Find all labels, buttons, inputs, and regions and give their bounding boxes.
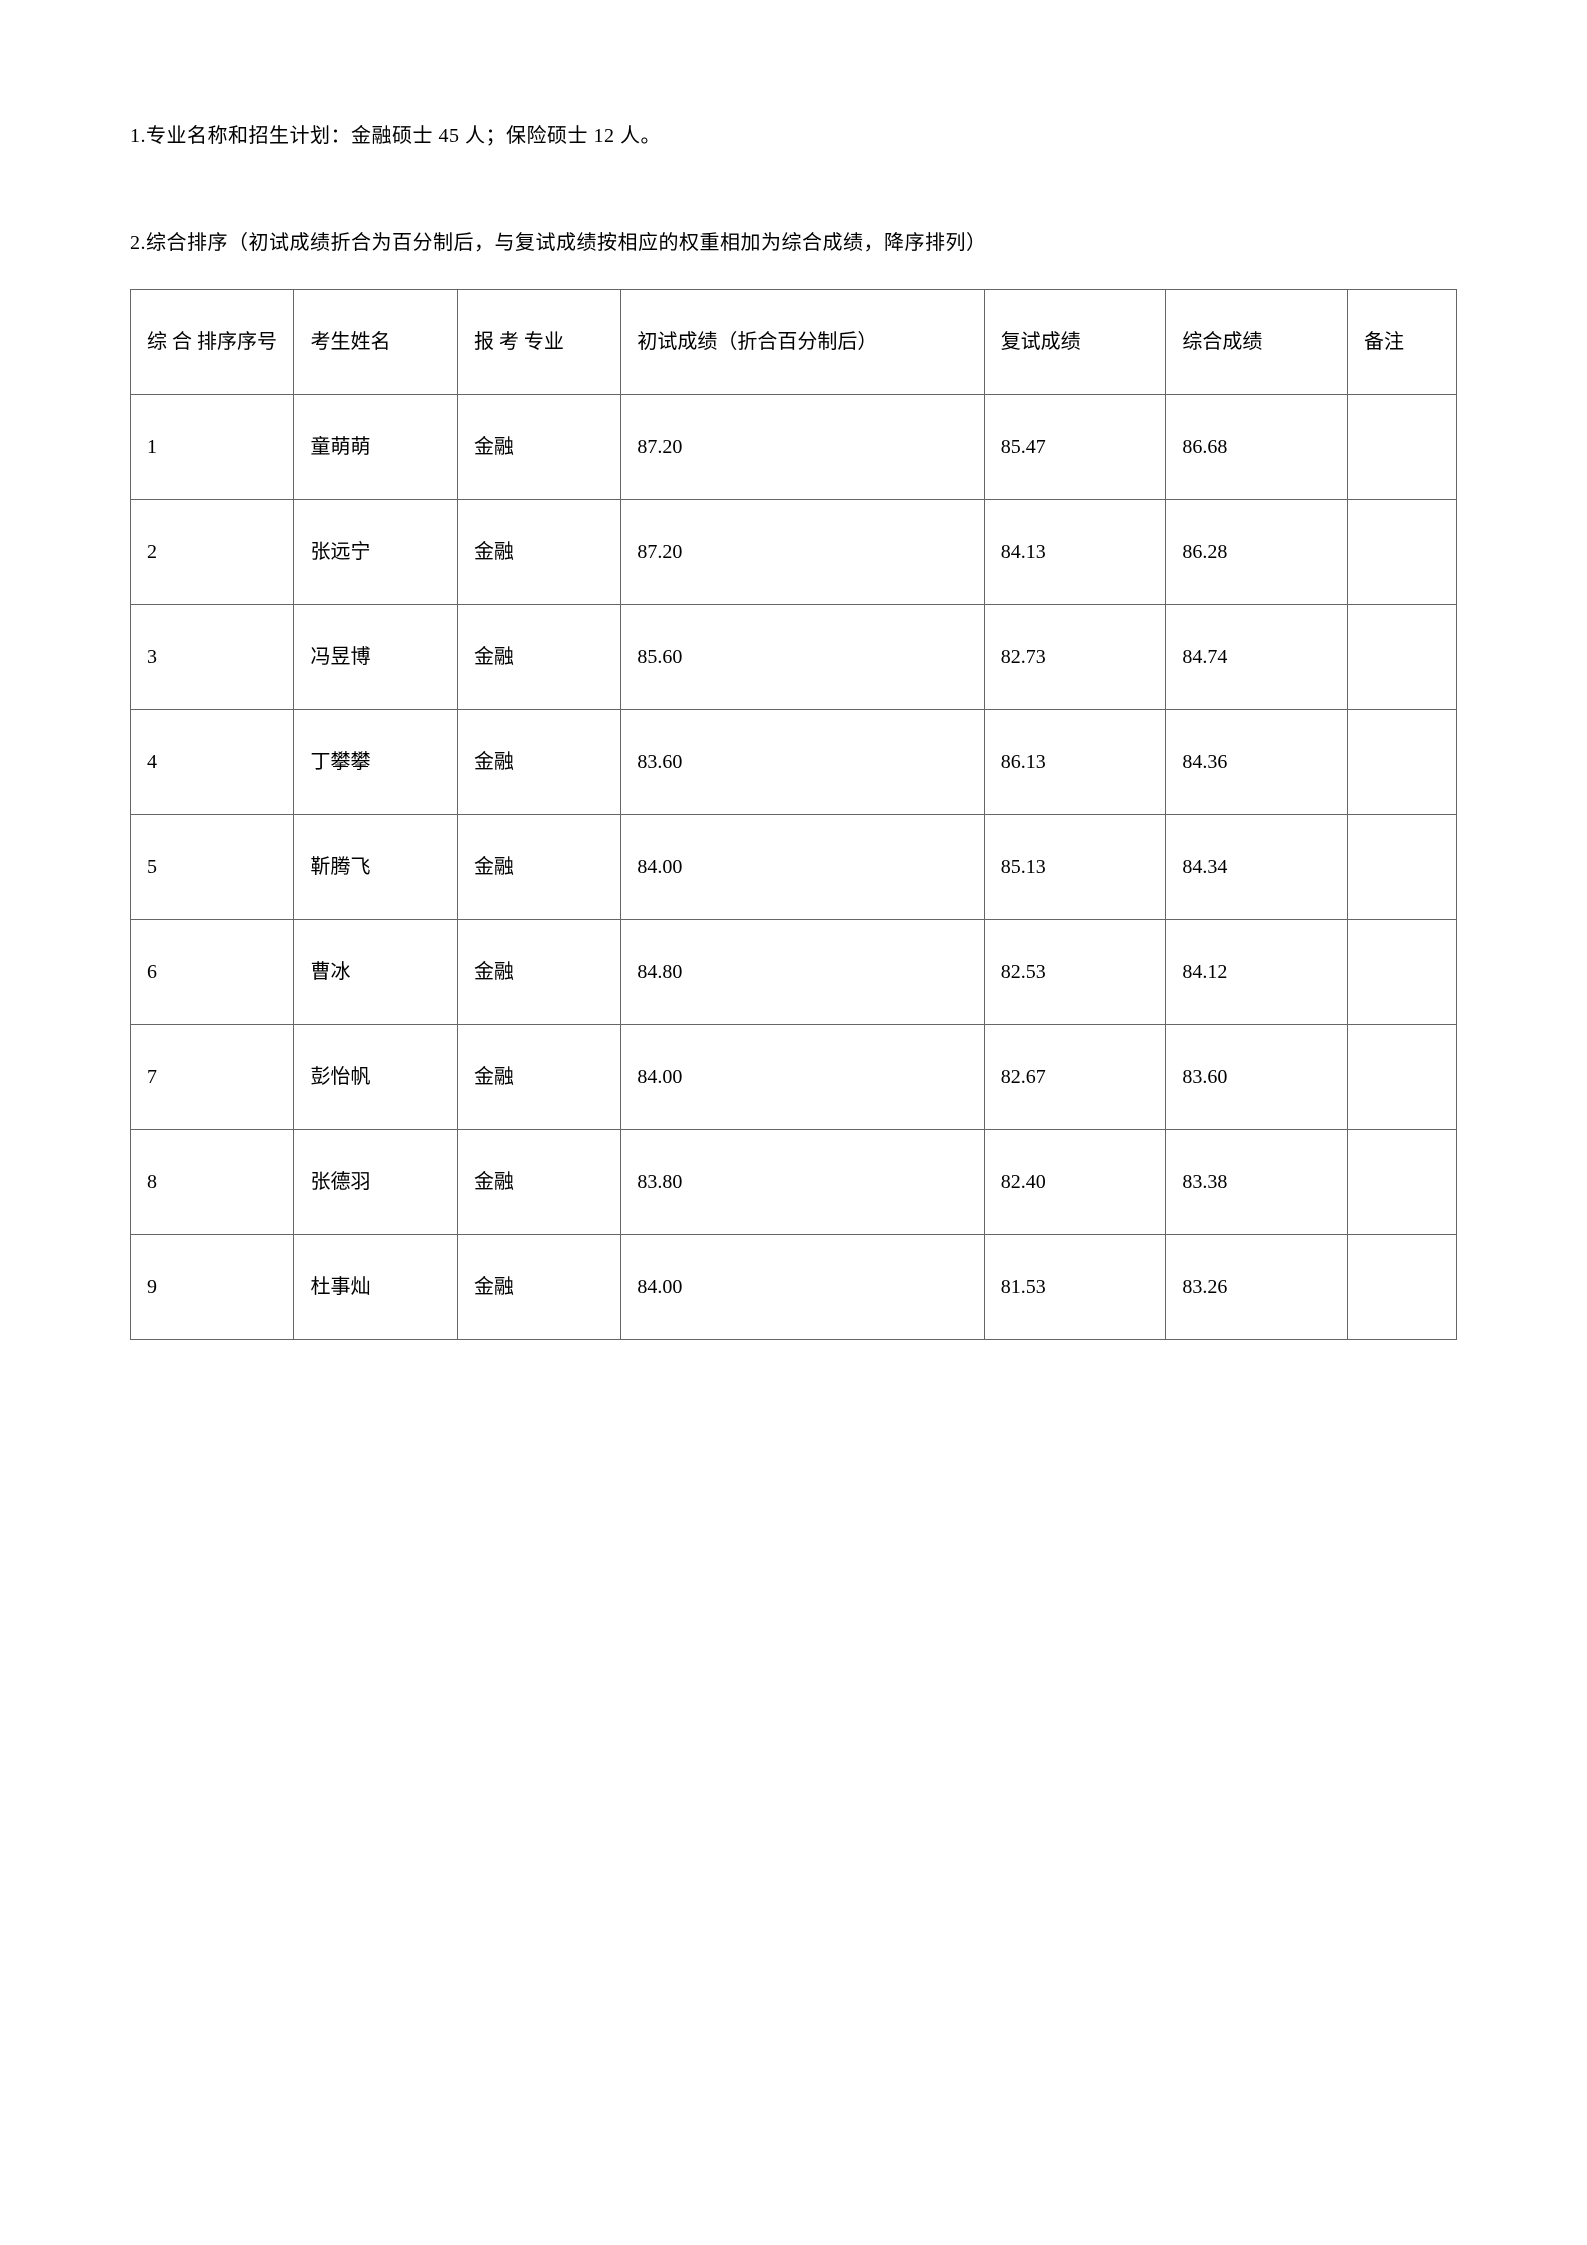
header-major: 报 考 专业: [457, 290, 620, 395]
cell-total-score: 84.36: [1166, 710, 1348, 815]
table-row: 8张德羽金融83.8082.4083.38: [131, 1130, 1457, 1235]
header-rank: 综 合 排序序号: [131, 290, 294, 395]
cell-rank: 8: [131, 1130, 294, 1235]
cell-rank: 6: [131, 920, 294, 1025]
cell-name: 彭怡帆: [294, 1025, 457, 1130]
table-row: 4丁攀攀金融83.6086.1384.36: [131, 710, 1457, 815]
cell-retest-score: 82.67: [984, 1025, 1166, 1130]
cell-initial-score: 87.20: [621, 500, 984, 605]
cell-name: 冯昱博: [294, 605, 457, 710]
cell-name: 杜事灿: [294, 1235, 457, 1340]
cell-name: 丁攀攀: [294, 710, 457, 815]
table-row: 6曹冰金融84.8082.5384.12: [131, 920, 1457, 1025]
cell-major: 金融: [457, 1025, 620, 1130]
cell-rank: 5: [131, 815, 294, 920]
cell-remark: [1347, 1235, 1456, 1340]
header-name: 考生姓名: [294, 290, 457, 395]
cell-initial-score: 83.80: [621, 1130, 984, 1235]
cell-total-score: 83.26: [1166, 1235, 1348, 1340]
cell-major: 金融: [457, 710, 620, 815]
cell-major: 金融: [457, 605, 620, 710]
cell-major: 金融: [457, 395, 620, 500]
cell-retest-score: 82.40: [984, 1130, 1166, 1235]
cell-retest-score: 82.53: [984, 920, 1166, 1025]
cell-total-score: 83.60: [1166, 1025, 1348, 1130]
table-row: 2张远宁金融87.2084.1386.28: [131, 500, 1457, 605]
header-total-score: 综合成绩: [1166, 290, 1348, 395]
cell-name: 张远宁: [294, 500, 457, 605]
cell-remark: [1347, 1130, 1456, 1235]
table-row: 7彭怡帆金融84.0082.6783.60: [131, 1025, 1457, 1130]
cell-retest-score: 86.13: [984, 710, 1166, 815]
cell-name: 张德羽: [294, 1130, 457, 1235]
header-retest-score: 复试成绩: [984, 290, 1166, 395]
paragraph-enrollment-plan: 1.专业名称和招生计划：金融硕士 45 人；保险硕士 12 人。: [130, 120, 1457, 152]
cell-retest-score: 82.73: [984, 605, 1166, 710]
table-row: 3冯昱博金融85.6082.7384.74: [131, 605, 1457, 710]
cell-major: 金融: [457, 500, 620, 605]
cell-initial-score: 84.00: [621, 815, 984, 920]
cell-rank: 7: [131, 1025, 294, 1130]
cell-initial-score: 84.80: [621, 920, 984, 1025]
table-row: 1童萌萌金融87.2085.4786.68: [131, 395, 1457, 500]
cell-retest-score: 85.13: [984, 815, 1166, 920]
cell-total-score: 84.12: [1166, 920, 1348, 1025]
cell-remark: [1347, 920, 1456, 1025]
cell-rank: 4: [131, 710, 294, 815]
cell-retest-score: 81.53: [984, 1235, 1166, 1340]
cell-major: 金融: [457, 1235, 620, 1340]
cell-remark: [1347, 1025, 1456, 1130]
cell-total-score: 86.68: [1166, 395, 1348, 500]
cell-total-score: 84.74: [1166, 605, 1348, 710]
cell-initial-score: 84.00: [621, 1025, 984, 1130]
table-row: 9杜事灿金融84.0081.5383.26: [131, 1235, 1457, 1340]
cell-name: 靳腾飞: [294, 815, 457, 920]
header-initial-score: 初试成绩（折合百分制后）: [621, 290, 984, 395]
cell-remark: [1347, 395, 1456, 500]
cell-initial-score: 84.00: [621, 1235, 984, 1340]
cell-remark: [1347, 710, 1456, 815]
cell-initial-score: 87.20: [621, 395, 984, 500]
cell-major: 金融: [457, 1130, 620, 1235]
cell-retest-score: 84.13: [984, 500, 1166, 605]
cell-total-score: 84.34: [1166, 815, 1348, 920]
cell-initial-score: 85.60: [621, 605, 984, 710]
cell-total-score: 83.38: [1166, 1130, 1348, 1235]
cell-rank: 1: [131, 395, 294, 500]
paragraph-ranking-description: 2.综合排序（初试成绩折合为百分制后，与复试成绩按相应的权重相加为综合成绩，降序…: [130, 227, 1457, 259]
cell-retest-score: 85.47: [984, 395, 1166, 500]
cell-name: 童萌萌: [294, 395, 457, 500]
cell-remark: [1347, 500, 1456, 605]
cell-rank: 9: [131, 1235, 294, 1340]
cell-total-score: 86.28: [1166, 500, 1348, 605]
header-remark: 备注: [1347, 290, 1456, 395]
cell-initial-score: 83.60: [621, 710, 984, 815]
cell-major: 金融: [457, 920, 620, 1025]
table-row: 5靳腾飞金融84.0085.1384.34: [131, 815, 1457, 920]
cell-rank: 2: [131, 500, 294, 605]
cell-rank: 3: [131, 605, 294, 710]
table-body: 1童萌萌金融87.2085.4786.682张远宁金融87.2084.1386.…: [131, 395, 1457, 1340]
table-header-row: 综 合 排序序号 考生姓名 报 考 专业 初试成绩（折合百分制后） 复试成绩 综…: [131, 290, 1457, 395]
cell-major: 金融: [457, 815, 620, 920]
cell-remark: [1347, 815, 1456, 920]
ranking-table: 综 合 排序序号 考生姓名 报 考 专业 初试成绩（折合百分制后） 复试成绩 综…: [130, 289, 1457, 1340]
cell-name: 曹冰: [294, 920, 457, 1025]
cell-remark: [1347, 605, 1456, 710]
